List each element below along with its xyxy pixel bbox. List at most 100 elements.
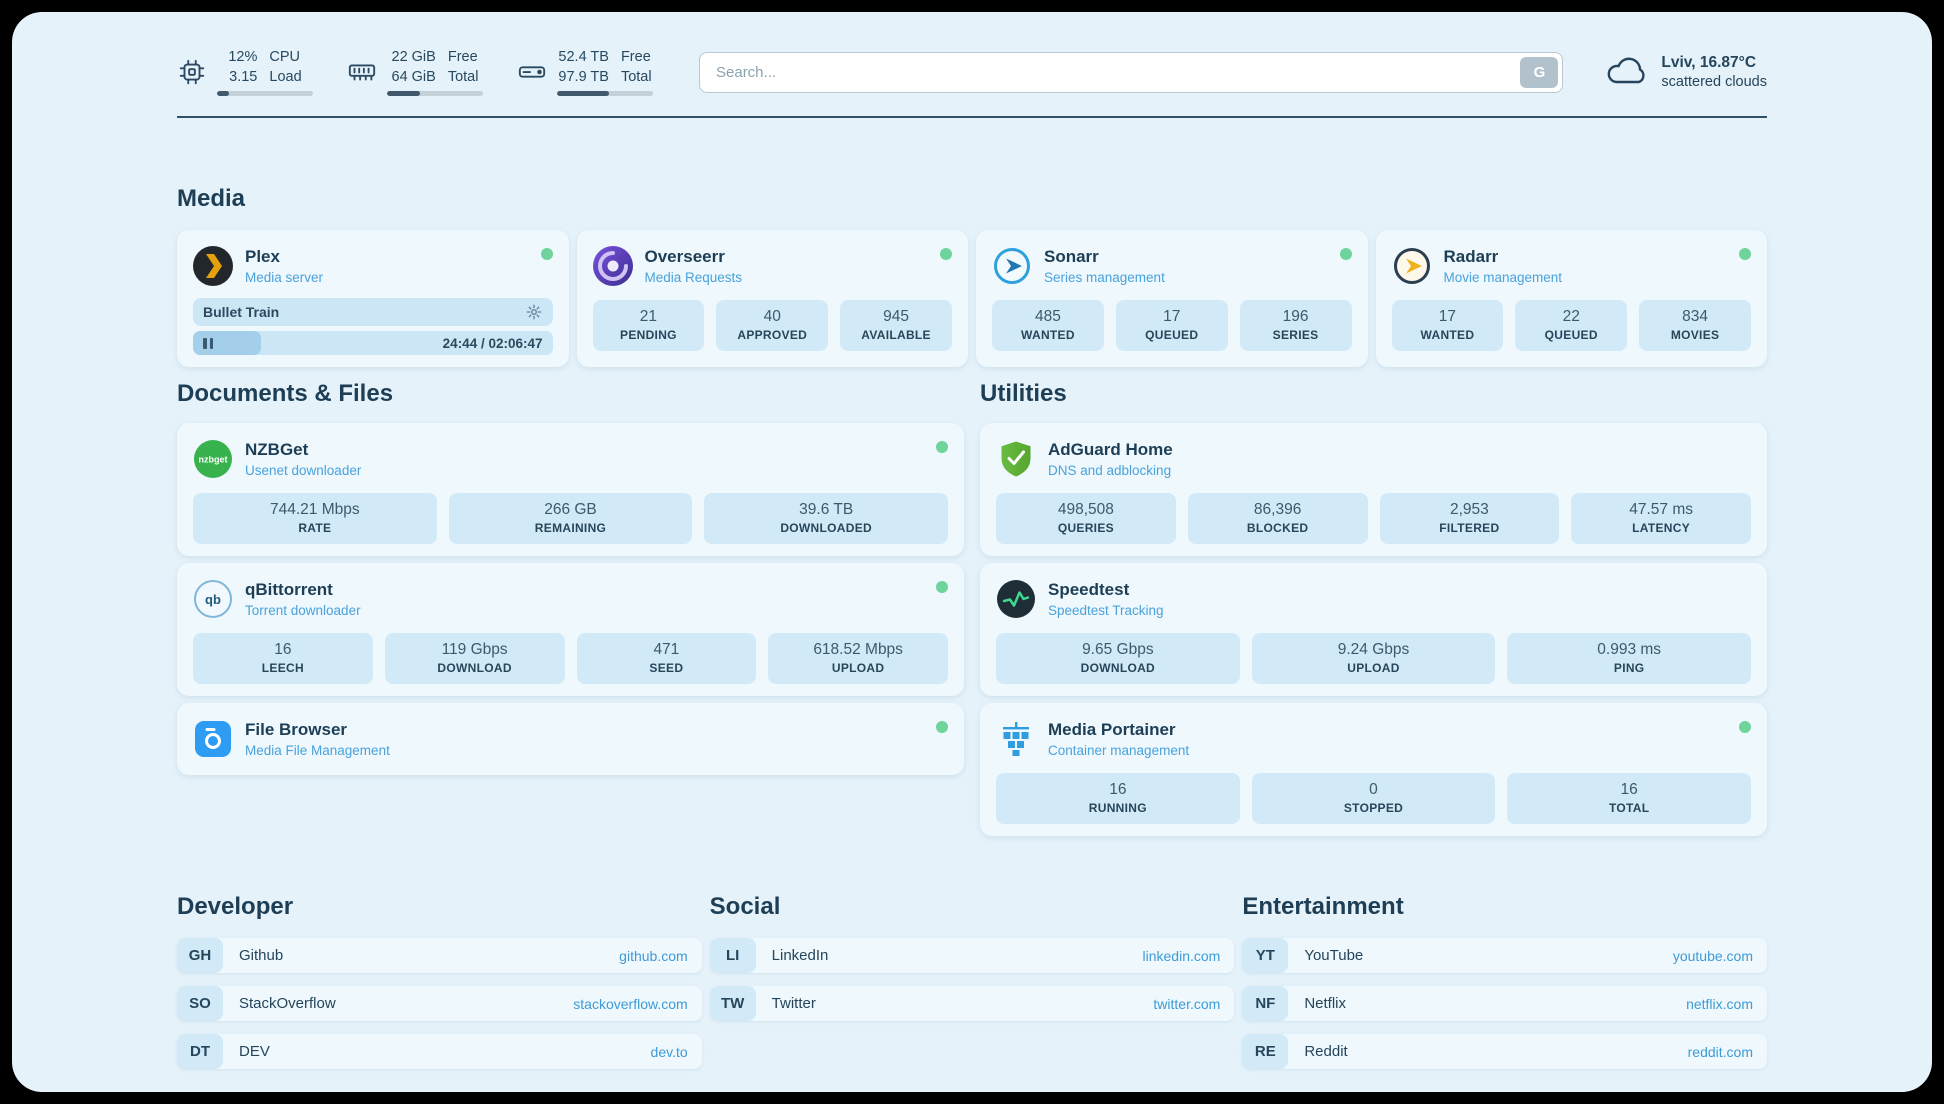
stat-label: PING: [1613, 661, 1645, 675]
app-card-sonarr[interactable]: Sonarr Series management 485 WANTED 17 Q…: [976, 230, 1368, 367]
stat-box-download: 9.65 Gbps DOWNLOAD: [996, 633, 1240, 684]
disk-free-label: Free: [620, 49, 651, 65]
status-dot: [540, 248, 553, 260]
qbittorrent-icon: qb: [193, 579, 233, 619]
app-subtitle: Usenet downloader: [245, 462, 362, 478]
disk-total-label: Total: [620, 69, 652, 85]
stat-label: WANTED: [1420, 328, 1475, 342]
cpu-label: CPU: [269, 49, 300, 65]
header-divider: [177, 116, 1767, 118]
bookmark-url: linkedin.com: [1142, 947, 1221, 964]
app-card-filebrowser[interactable]: File Browser Media File Management: [177, 703, 964, 775]
app-card-qbittorrent[interactable]: qb qBittorrent Torrent downloader 16: [177, 563, 964, 696]
bookmark-name: DEV: [239, 1043, 270, 1060]
plex-now-playing: Bullet Train 24:44 / 02:06:47: [193, 298, 553, 355]
bookmark-name: StackOverflow: [239, 995, 336, 1012]
bookmark-name: LinkedIn: [771, 947, 829, 964]
app-card-overseerr[interactable]: Overseerr Media Requests 21 PENDING 40 A…: [576, 230, 968, 367]
stat-value: 0: [1369, 781, 1378, 798]
stat-box-queries: 498,508 QUERIES: [996, 493, 1176, 544]
hard-drive-icon: [517, 57, 547, 87]
bookmark-abbr: LI: [709, 938, 756, 973]
pause-icon[interactable]: [203, 337, 213, 349]
stat-box-available: 945 AVAILABLE: [840, 300, 952, 351]
disk-bar-fill: [557, 91, 609, 96]
stat-box-series: 196 SERIES: [1239, 300, 1352, 351]
app-card-adguard[interactable]: AdGuard Home DNS and adblocking 498,508 …: [980, 423, 1767, 556]
section-title-documents: Documents & Files: [177, 380, 394, 407]
ram-bar-fill: [387, 91, 420, 96]
stat-value: 618.52 Mbps: [813, 641, 903, 658]
stat-value: 2,953: [1449, 501, 1489, 518]
app-card-speedtest[interactable]: Speedtest Speedtest Tracking 9.65 Gbps D…: [980, 563, 1767, 696]
stat-label: REMAINING: [534, 521, 607, 535]
bookmark-dev[interactable]: DT DEV dev.to: [177, 1034, 702, 1069]
stat-label: STOPPED: [1343, 801, 1404, 815]
bookmark-abbr: SO: [177, 986, 223, 1021]
stat-box-blocked: 86,396 BLOCKED: [1187, 493, 1368, 544]
bookmark-netflix[interactable]: NF Netflix netflix.com: [1242, 986, 1767, 1021]
stat-value: 40: [763, 308, 781, 325]
stat-box-wanted: 485 WANTED: [992, 300, 1104, 351]
stat-box-remaining: 266 GB REMAINING: [448, 493, 693, 544]
app-subtitle: Speedtest Tracking: [1048, 602, 1164, 618]
search-engine-button[interactable]: G: [1520, 56, 1559, 88]
bookmark-abbr: NF: [1242, 986, 1289, 1021]
app-name: NZBGet: [245, 439, 309, 459]
stat-value: 39.6 TB: [799, 501, 854, 518]
memory-icon: [347, 57, 377, 87]
bookmark-abbr: DT: [177, 1034, 223, 1069]
bookmark-stackoverflow[interactable]: SO StackOverflow stackoverflow.com: [177, 986, 702, 1021]
section-utilities: Utilities AdGuard Home DNS and adblockin…: [980, 379, 1767, 836]
sonarr-icon: [992, 246, 1032, 286]
nzbget-icon-text: nzbget: [199, 455, 228, 465]
stat-value: 834: [1682, 308, 1709, 325]
app-card-radarr[interactable]: Radarr Movie management 17 WANTED 22 QUE…: [1375, 230, 1767, 367]
bookmark-url: twitter.com: [1153, 995, 1221, 1012]
nzbget-icon: nzbget: [193, 439, 233, 479]
stat-label: LATENCY: [1632, 521, 1691, 535]
section-entertainment: Entertainment YT YouTube youtube.com NF …: [1242, 892, 1767, 1069]
section-developer: Developer GH Github github.com SO StackO…: [177, 892, 702, 1069]
stat-value: 9.65 Gbps: [1082, 641, 1154, 658]
bookmark-github[interactable]: GH Github github.com: [177, 938, 702, 973]
bookmark-url: netflix.com: [1686, 995, 1753, 1012]
bookmark-youtube[interactable]: YT YouTube youtube.com: [1242, 938, 1767, 973]
stat-box-movies: 834 MOVIES: [1639, 300, 1751, 351]
status-dot: [936, 581, 948, 593]
bookmark-url: reddit.com: [1687, 1043, 1753, 1060]
stat-box-downloaded: 39.6 TB DOWNLOADED: [704, 493, 948, 544]
playback-progress[interactable]: 24:44 / 02:06:47: [193, 331, 553, 355]
bookmark-twitter[interactable]: TW Twitter twitter.com: [709, 986, 1235, 1021]
bookmark-reddit[interactable]: RE Reddit reddit.com: [1242, 1034, 1767, 1069]
app-card-portainer[interactable]: Media Portainer Container management 16 …: [980, 703, 1767, 836]
bookmark-linkedin[interactable]: LI LinkedIn linkedin.com: [709, 938, 1235, 973]
cpu-load-label: Load: [269, 69, 302, 85]
stat-label: DOWNLOAD: [1080, 661, 1156, 675]
bookmark-url: youtube.com: [1672, 947, 1753, 964]
stat-box-rate: 744.21 Mbps RATE: [193, 493, 437, 544]
search-input[interactable]: [699, 51, 1564, 93]
stat-label: APPROVED: [737, 328, 808, 342]
playback-time: 24:44 / 02:06:47: [442, 335, 543, 351]
stat-value: 471: [653, 641, 680, 658]
stat-value: 16: [274, 641, 292, 658]
adguard-icon: [996, 439, 1036, 479]
app-subtitle: Container management: [1048, 742, 1190, 758]
bookmark-abbr: RE: [1242, 1034, 1289, 1069]
stat-box-ping: 0.993 ms PING: [1507, 633, 1751, 684]
weather-widget: Lviv, 16.87°C scattered clouds: [1605, 53, 1767, 92]
app-name: Overseerr: [644, 246, 725, 266]
stat-value: 498,508: [1057, 501, 1114, 518]
stat-box-running: 16 RUNNING: [996, 773, 1240, 824]
app-card-plex[interactable]: Plex Media server Bullet Train: [177, 230, 569, 367]
app-name: Speedtest: [1048, 579, 1130, 599]
stat-value: 17: [1163, 308, 1181, 325]
stat-box-filtered: 2,953 FILTERED: [1379, 493, 1560, 544]
gear-icon[interactable]: [525, 303, 543, 321]
disk-bar: [557, 91, 653, 96]
stat-value: 0.993 ms: [1597, 641, 1662, 658]
app-card-nzbget[interactable]: nzbget NZBGet Usenet downloader 744.21 M…: [177, 423, 964, 556]
status-dot: [1339, 248, 1352, 260]
plex-icon: [193, 246, 233, 286]
